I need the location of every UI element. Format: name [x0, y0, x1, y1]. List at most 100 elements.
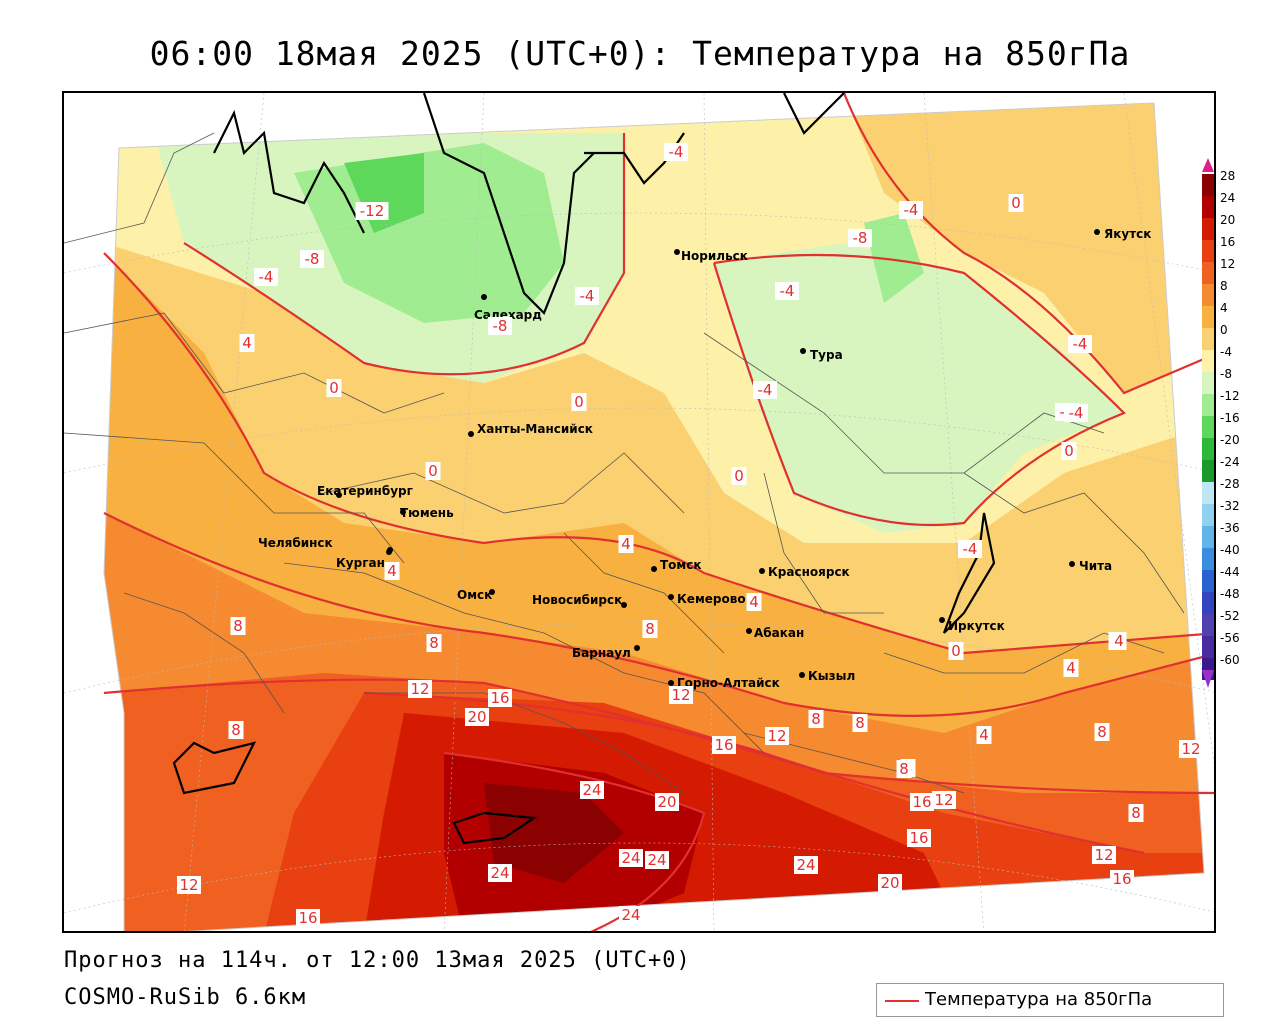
isotherm-label: -8: [848, 229, 872, 247]
isotherm-label-box: [384, 562, 400, 580]
isotherm-label-box: [177, 876, 201, 894]
isotherm-label-text: 8: [233, 617, 243, 635]
isotherm-label: 8: [230, 617, 246, 635]
isotherm-label: 8: [1128, 804, 1144, 822]
isotherm-label-text: 8: [899, 760, 909, 778]
isotherm-label-box: [1128, 804, 1144, 822]
isotherm-label: 16: [910, 793, 934, 811]
colorbar-tick-label: -8: [1220, 367, 1232, 381]
isotherm-label-text: 0: [574, 393, 584, 411]
city-label: Иркутск: [948, 619, 1005, 633]
isotherm-label-box: [731, 467, 747, 485]
isotherm-label-box: [1111, 632, 1127, 650]
isotherm-label-text: -4: [669, 143, 684, 161]
isotherm-label-text: 20: [880, 874, 899, 892]
colorbar-tick-label: 28: [1220, 169, 1235, 183]
colorbar-tick-label: -24: [1220, 455, 1240, 469]
isotherm-label-text: -4: [1073, 335, 1088, 353]
isotherm-label-text: 8: [1131, 804, 1141, 822]
city-label: Новосибирск: [532, 593, 622, 607]
isotherm-label: 0: [571, 393, 587, 411]
isotherm-label: -4: [958, 540, 982, 558]
isotherm-label-box: [1068, 335, 1092, 353]
isotherm-label-box: [1092, 846, 1116, 864]
isotherm-label: 12: [932, 791, 956, 809]
isotherm-label: 20: [655, 793, 679, 811]
isotherm-label: 4: [384, 562, 400, 580]
colorbar-tick-label: 4: [1220, 301, 1228, 315]
isotherm-label-text: 24: [621, 906, 640, 924]
model-info: COSMO-RuSib 6.6км: [64, 985, 307, 1010]
colorbar-tick-label: -60: [1220, 653, 1240, 667]
isotherm-label-box: [254, 268, 278, 286]
isotherm-label-box: [618, 535, 634, 553]
isotherm-label: 24: [580, 781, 604, 799]
city-marker: [674, 249, 680, 255]
colorbar-cell: [1202, 174, 1214, 196]
isotherm-label-box: [645, 851, 669, 869]
isotherm-label-text: 16: [909, 829, 928, 847]
isotherm-label-text: 20: [657, 793, 676, 811]
isotherm-label-box: [642, 620, 658, 638]
isotherm-label-box: [488, 317, 512, 335]
isotherm-label-box: [910, 793, 934, 811]
zone-28: [484, 783, 624, 883]
city-label: Абакан: [754, 626, 804, 640]
city-marker: [489, 589, 495, 595]
isotherm-label: 0: [731, 467, 747, 485]
isotherm-label: 0: [326, 379, 342, 397]
isotherm-label-box: [1064, 404, 1088, 422]
isotherm-label: -4: [575, 287, 599, 305]
isotherm-label: 12: [765, 727, 789, 745]
isotherm-label: 8: [426, 634, 442, 652]
isotherm-label: -4: [254, 268, 278, 286]
isotherm-label: 4: [976, 726, 992, 744]
colorbar-cell: [1202, 306, 1214, 328]
isotherm-label-box: [575, 287, 599, 305]
isotherm-label-text: -4: [580, 287, 595, 305]
colorbar-tick-label: -44: [1220, 565, 1240, 579]
isotherm-label-box: [753, 381, 777, 399]
isotherm-label: 16: [488, 689, 512, 707]
colorbar-tick-label: -28: [1220, 477, 1240, 491]
colorbar-tick-label: -56: [1220, 631, 1240, 645]
isotherm-label-box: [300, 250, 324, 268]
isotherm-label-text: -4: [1069, 404, 1084, 422]
isotherm-label: 16: [907, 829, 931, 847]
isotherm-label-text: 12: [410, 680, 429, 698]
legend-line-swatch: [885, 1000, 919, 1002]
colorbar-tick-label: 12: [1220, 257, 1235, 271]
graticule: [64, 93, 1214, 931]
isotherm-label-text: 8: [811, 710, 821, 728]
isotherm-label: -8: [488, 317, 512, 335]
isotherm-label: 0: [1061, 442, 1077, 460]
colorbar-labels: 28 24 20 16 12 8 4 0 -4 -8 -12 -16 -20 -24 -28 -32 -36 -4…: [1220, 169, 1240, 667]
isotherm-label-text: 24: [647, 851, 666, 869]
admin-borders: [64, 132, 1185, 794]
isotherm-label-text: 24: [796, 856, 815, 874]
isotherm-label-box: [326, 379, 342, 397]
isotherm-label-text: -4: [963, 540, 978, 558]
isotherm-label-text: 8: [429, 634, 439, 652]
colorbar: 28 24 20 16 12 8 4 0 -4 -8 -12 -16 -20 -24 -28 -32 -36 -4…: [1202, 158, 1240, 688]
colorbar-cell: [1202, 218, 1214, 240]
isotherm-label: 8: [852, 714, 868, 732]
isotherm-label-box: [852, 714, 868, 732]
colorbar-cell: [1202, 460, 1214, 482]
isotherm-label-text: 4: [979, 726, 989, 744]
isotherm-label: 8: [1094, 723, 1110, 741]
isotherm-label-text: -4: [780, 282, 795, 300]
colorbar-tick-label: -36: [1220, 521, 1240, 535]
colorbar-top-arrow: [1202, 158, 1214, 172]
colorbar-tick-label: -52: [1220, 609, 1240, 623]
isotherm-label-box: [746, 593, 762, 611]
isotherm-label-box: [878, 874, 902, 892]
isotherm-label-text: 0: [951, 642, 961, 660]
map-title: 06:00 18мая 2025 (UTC+0): Температура на…: [149, 34, 1131, 73]
city-marker: [468, 431, 474, 437]
colorbar-tick-label: 24: [1220, 191, 1235, 205]
colorbar-tick-label: 0: [1220, 323, 1228, 337]
isotherm-label: 8: [808, 710, 824, 728]
isotherm-label-box: [488, 689, 512, 707]
isotherm-label-text: 12: [1094, 846, 1113, 864]
